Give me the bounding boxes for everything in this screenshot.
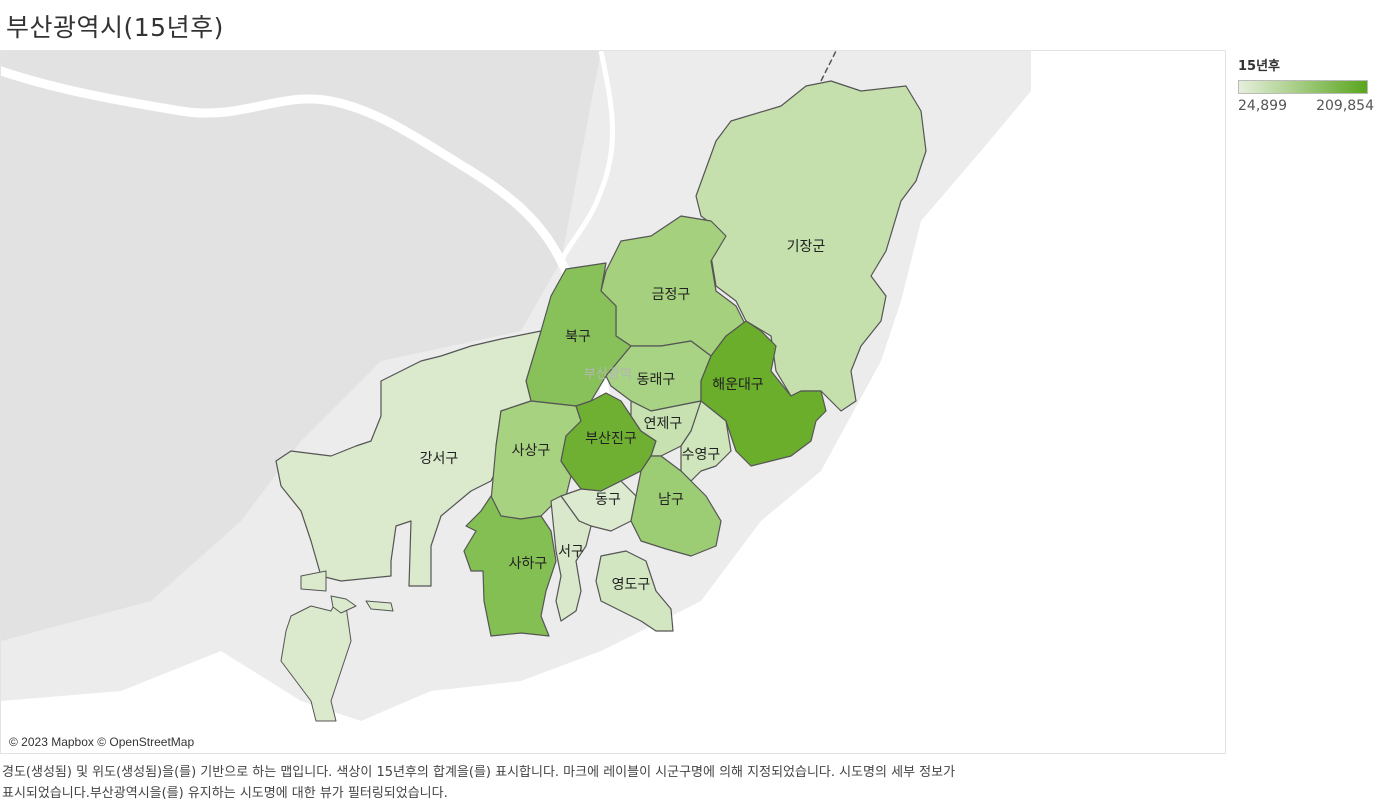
region-label: 남구: [658, 492, 684, 508]
boundary-line: [820, 51, 837, 82]
river-branch: [558, 51, 615, 263]
terrain-shade: [1, 51, 601, 641]
island-shape: [280, 600, 352, 722]
legend-gradient-bar: [1238, 80, 1368, 94]
region-15[interactable]: [595, 550, 674, 632]
region-12[interactable]: [630, 455, 722, 557]
region-14[interactable]: [463, 495, 557, 637]
caption-line: 표시되었습니다.부산광역시을(를) 유지하는 시도명에 대한 뷰가 필터링되었습…: [2, 786, 448, 801]
region-5[interactable]: [700, 320, 827, 467]
island-shape: [365, 600, 394, 612]
region-label: 서구: [558, 544, 584, 560]
region-6[interactable]: [275, 330, 542, 587]
region-label: 강서구: [420, 451, 459, 467]
sea: [1, 51, 1225, 753]
legend-max-label: 209,854: [1316, 98, 1374, 114]
region-label: 수영구: [682, 447, 721, 463]
region-label: 영도구: [612, 577, 651, 593]
map-attribution[interactable]: © 2023 Mapbox © OpenStreetMap: [9, 735, 195, 749]
map-caption: 경도(생성됨) 및 위도(생성됨)을(를) 기반으로 하는 맵입니다. 색상이 …: [2, 762, 1202, 804]
region-label: 사하구: [509, 556, 548, 572]
background-label: 부산광역: [584, 367, 632, 382]
page-title: 부산광역시(15년후): [6, 13, 224, 42]
color-legend: 15년후 24,899 209,854: [1238, 55, 1374, 114]
region-label: 부산진구: [585, 431, 637, 447]
region-label: 해운대구: [712, 377, 764, 393]
legend-min-label: 24,899: [1238, 98, 1287, 114]
region-label: 기장군: [787, 239, 826, 255]
region-label: 동구: [595, 492, 621, 508]
island-shape: [300, 570, 327, 592]
region-label: 금정구: [652, 287, 691, 303]
caption-line: 경도(생성됨) 및 위도(생성됨)을(를) 기반으로 하는 맵입니다. 색상이 …: [2, 765, 956, 780]
region-label: 동래구: [637, 372, 676, 388]
legend-title: 15년후: [1238, 59, 1281, 74]
island-shape: [330, 595, 357, 614]
region-13[interactable]: [550, 495, 592, 622]
region-label: 사상구: [512, 443, 551, 459]
region-label: 북구: [565, 329, 591, 345]
region-10[interactable]: [680, 400, 732, 482]
region-label: 연제구: [644, 416, 683, 432]
